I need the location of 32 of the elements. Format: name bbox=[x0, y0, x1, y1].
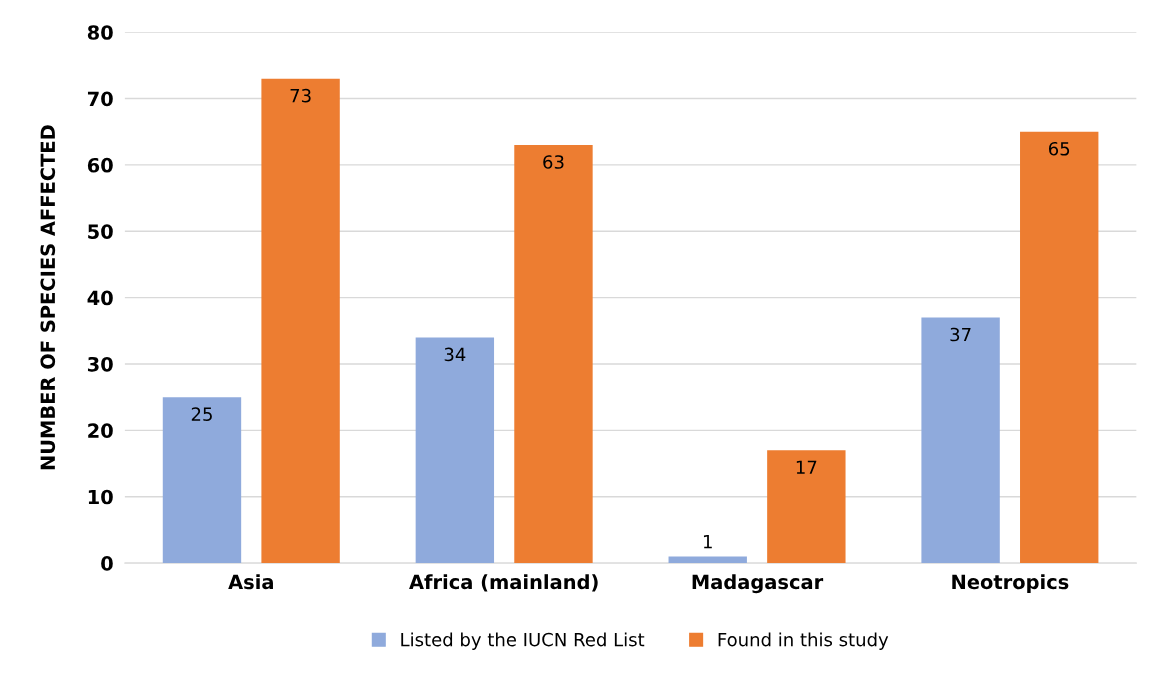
y-tick-label: 30 bbox=[87, 356, 113, 372]
data-label: 25 bbox=[191, 407, 212, 421]
data-label: 73 bbox=[290, 88, 311, 103]
bar bbox=[514, 145, 593, 564]
legend-label: Found in this study bbox=[718, 632, 889, 650]
y-tick-label: 50 bbox=[88, 224, 113, 239]
bar bbox=[415, 337, 495, 564]
x-tick-label: Madagascar bbox=[692, 574, 824, 594]
legend-label: Listed by the IUCN Red List bbox=[401, 632, 645, 650]
y-tick-label: 20 bbox=[88, 423, 113, 439]
data-label: 65 bbox=[1048, 141, 1070, 156]
data-label: 17 bbox=[796, 460, 817, 474]
data-label: 1 bbox=[703, 534, 712, 549]
x-tick-label: Africa (mainland) bbox=[409, 574, 598, 592]
data-label: 37 bbox=[950, 327, 971, 342]
y-tick-label: 60 bbox=[87, 157, 113, 173]
data-label: 63 bbox=[543, 155, 564, 169]
x-tick-label: Neotropics bbox=[952, 574, 1069, 593]
bar bbox=[162, 397, 242, 564]
y-tick-label: 40 bbox=[87, 290, 113, 306]
bar bbox=[261, 78, 340, 564]
bar bbox=[1020, 131, 1099, 564]
bar bbox=[668, 556, 747, 564]
bar bbox=[921, 317, 1000, 564]
y-axis-title: NUMBER OF SPECIES AFFECTED bbox=[40, 125, 56, 470]
y-tick-label: 70 bbox=[87, 91, 113, 107]
bar bbox=[767, 450, 846, 564]
y-tick-label: 0 bbox=[101, 556, 113, 571]
y-tick-label: 80 bbox=[87, 25, 113, 40]
x-tick-label: Asia bbox=[228, 574, 273, 590]
y-tick-label: 10 bbox=[88, 489, 113, 505]
data-label: 34 bbox=[444, 347, 466, 362]
